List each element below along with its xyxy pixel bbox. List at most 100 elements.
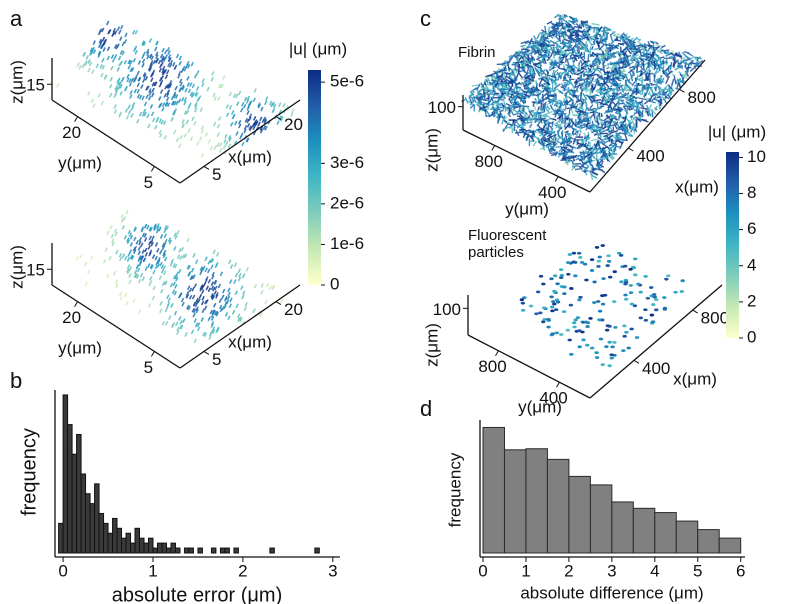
displacement-arrow	[174, 291, 176, 295]
y-tick-label: 20	[62, 123, 81, 142]
displacement-arrow	[102, 28, 104, 32]
displacement-arrow	[145, 248, 147, 252]
displacement-arrow	[107, 231, 109, 235]
displacement-arrow	[242, 295, 244, 299]
displacement-arrow	[214, 291, 216, 295]
displacement-arrow	[197, 70, 199, 74]
displacement-arrow	[246, 99, 248, 103]
fibrin-fiber	[595, 113, 596, 120]
displacement-arrow	[239, 273, 241, 277]
x-tick	[204, 351, 209, 354]
displacement-arrow	[202, 301, 204, 305]
displacement-arrow	[217, 252, 219, 256]
fibrin-fiber	[533, 141, 536, 146]
displacement-arrow	[237, 102, 239, 106]
displacement-arrow	[137, 83, 139, 87]
fibrin-fiber	[613, 35, 620, 37]
particle	[597, 318, 601, 321]
displacement-arrow	[93, 104, 95, 108]
histogram-bar	[234, 548, 238, 553]
displacement-arrow	[77, 63, 79, 67]
volume-render	[57, 21, 294, 157]
fibrin-fiber	[629, 67, 634, 69]
displacement-arrow	[149, 236, 151, 240]
fibrin-fiber	[555, 146, 562, 147]
displacement-arrow	[223, 289, 225, 293]
fibrin-fiber	[638, 102, 643, 103]
histogram-bar	[175, 548, 179, 553]
displacement-arrow	[152, 112, 154, 116]
fibrin-fiber	[654, 87, 655, 90]
displacement-arrow	[219, 117, 221, 121]
displacement-arrow	[156, 242, 158, 246]
fibrin-fiber	[604, 147, 608, 149]
displacement-arrow	[247, 138, 249, 142]
fibrin-fiber	[639, 119, 647, 120]
displacement-arrow	[188, 129, 190, 133]
displacement-arrow	[178, 255, 180, 259]
displacement-arrow	[133, 299, 135, 303]
particle	[592, 281, 596, 284]
particle	[619, 280, 623, 283]
particle	[569, 353, 573, 356]
displacement-arrow	[235, 121, 237, 125]
displacement-arrow	[124, 60, 126, 64]
particle	[560, 274, 564, 277]
displacement-arrow	[266, 97, 268, 101]
displacement-arrow	[172, 290, 174, 294]
fibrin-fiber	[656, 99, 658, 101]
displacement-arrow	[130, 90, 132, 94]
displacement-arrow	[124, 39, 126, 43]
displacement-arrow	[245, 97, 247, 101]
displacement-arrow	[234, 280, 236, 284]
fibrin-fiber	[479, 91, 480, 96]
particle	[569, 304, 573, 307]
colorbar-tick-label: 2e-6	[330, 193, 364, 212]
displacement-arrow	[211, 282, 213, 286]
displacement-arrow	[128, 105, 130, 109]
displacement-arrow	[164, 271, 166, 275]
displacement-arrow	[57, 83, 59, 87]
annotation-box: Fibrin	[458, 44, 568, 84]
displacement-arrow	[156, 119, 158, 123]
displacement-arrow	[188, 89, 190, 93]
displacement-arrow	[155, 125, 157, 129]
displacement-arrow	[226, 141, 228, 145]
particle	[577, 299, 581, 302]
displacement-arrow	[130, 95, 132, 99]
fibrin-fiber	[579, 61, 581, 65]
displacement-arrow	[122, 225, 124, 229]
displacement-arrow	[162, 48, 164, 52]
fibrin-fiber	[503, 107, 504, 111]
displacement-arrow	[238, 314, 240, 318]
fibrin-fiber	[493, 97, 501, 98]
particle	[555, 299, 559, 302]
displacement-arrow	[149, 39, 151, 43]
particle	[529, 305, 533, 308]
x-tick-label: 5	[212, 165, 221, 184]
particle	[538, 311, 542, 314]
histogram-bar	[86, 494, 90, 553]
displacement-arrow	[193, 253, 195, 257]
displacement-arrow	[126, 302, 128, 306]
particle	[633, 257, 637, 260]
particle	[610, 345, 614, 348]
displacement-arrow	[229, 260, 231, 264]
displacement-arrow	[136, 240, 138, 244]
displacement-arrow	[157, 248, 159, 252]
displacement-arrow	[145, 76, 147, 80]
fibrin-fiber	[656, 43, 659, 44]
displacement-arrow	[164, 250, 166, 254]
fibrin-fiber	[534, 117, 539, 118]
displacement-arrow	[213, 250, 215, 254]
displacement-arrow	[233, 310, 235, 314]
displacement-arrow	[152, 296, 154, 300]
fibrin-fiber	[634, 113, 635, 116]
y-axis-label: frequency	[445, 452, 464, 527]
particle	[590, 269, 594, 272]
y-tick	[555, 177, 558, 182]
fibrin-fiber	[570, 55, 571, 58]
displacement-arrow	[201, 126, 203, 130]
displacement-arrow	[131, 106, 133, 110]
